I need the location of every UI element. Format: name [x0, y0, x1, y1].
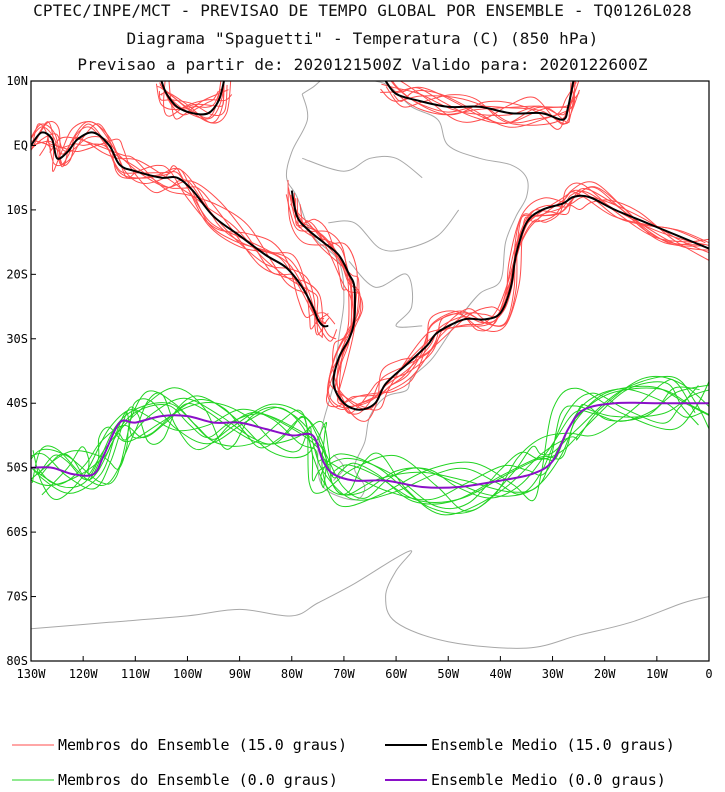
x-tick-label: 110W	[121, 667, 151, 681]
ensemble-member-line	[391, 81, 572, 124]
y-tick-label: 10N	[6, 74, 28, 88]
x-tick-label: 120W	[69, 667, 99, 681]
ensemble-member-line	[399, 81, 580, 125]
axis-ticks: 130W 120W 110W 100W 90W 80W 70W 60W 50W 40W 30W 20W…	[6, 74, 712, 681]
ensemble-member-line	[38, 387, 709, 503]
coastline-map	[31, 81, 709, 649]
ensemble-mean-line	[31, 401, 709, 489]
ensemble-member-line	[31, 385, 699, 501]
ensemble-member-line	[31, 121, 329, 330]
legend: Membros do Ensemble (15.0 graus) Ensembl…	[12, 736, 675, 789]
ensemble-member-line	[39, 135, 338, 342]
x-tick-label: 30W	[542, 667, 564, 681]
ensemble-member-line	[36, 121, 336, 325]
y-tick-label: 70S	[6, 590, 28, 604]
ensemble-member-line	[38, 136, 337, 340]
coastline-segment	[348, 261, 423, 328]
x-tick-label: 130W	[17, 667, 47, 681]
ensemble-member-line	[41, 375, 709, 516]
coastline-segment	[328, 209, 460, 252]
ensemble-member-line	[385, 81, 580, 126]
ensemble-member-line	[31, 384, 709, 499]
ensemble-mean-line	[290, 190, 709, 411]
ensemble-member-line	[40, 385, 709, 505]
ensemble-means-layer	[31, 81, 709, 489]
ensemble-member-line	[380, 82, 577, 124]
legend-label-mean-0: Ensemble Medio (0.0 graus)	[431, 771, 666, 789]
ensemble-member-line	[31, 140, 324, 339]
ensemble-member-line	[287, 179, 709, 422]
ensemble-member-line	[31, 386, 700, 499]
coastline-segment	[285, 81, 529, 501]
ensemble-member-line	[31, 123, 325, 325]
ensemble-member-line	[160, 81, 232, 124]
x-tick-label: 50W	[437, 667, 459, 681]
x-tick-label: 90W	[229, 667, 251, 681]
ensemble-mean-line	[160, 81, 225, 116]
x-tick-label: 20W	[594, 667, 616, 681]
y-tick-label: EQ	[14, 138, 28, 152]
ensemble-member-line	[36, 389, 709, 496]
y-tick-label: 60S	[6, 525, 28, 539]
ensemble-member-line	[31, 133, 325, 336]
ensemble-member-line	[290, 182, 709, 405]
ensemble-member-line	[161, 82, 222, 110]
ensemble-member-line	[160, 81, 219, 116]
chart-title-line-3: Previsao a partir de: 2020121500Z Valido…	[77, 55, 648, 74]
plot-frame	[30, 80, 710, 662]
ensemble-mean-line	[384, 81, 575, 121]
ensemble-members-layer	[31, 81, 709, 516]
y-tick-label: 80S	[6, 654, 28, 668]
ensemble-member-line	[31, 126, 327, 325]
legend-label-mean-15: Ensemble Medio (15.0 graus)	[431, 736, 675, 754]
ensemble-member-line	[31, 123, 330, 325]
ensemble-member-line	[290, 190, 709, 407]
ensemble-mean-line	[31, 131, 329, 328]
y-tick-label: 20S	[6, 267, 28, 281]
ensemble-member-line	[31, 136, 323, 338]
ensemble-member-line	[381, 83, 577, 117]
x-tick-label: 40W	[490, 667, 512, 681]
y-tick-label: 40S	[6, 396, 28, 410]
ensemble-member-line	[31, 378, 696, 512]
ensemble-member-line	[293, 189, 706, 411]
x-tick-label: 0	[705, 667, 712, 681]
x-tick-label: 70W	[333, 667, 355, 681]
ensemble-member-line	[31, 375, 709, 514]
y-tick-label: 30S	[6, 332, 28, 346]
chart-title-line-2: Diagrama "Spaguetti" - Temperatura (C) (…	[126, 29, 599, 48]
coastline-segment	[31, 550, 709, 649]
y-tick-label: 50S	[6, 461, 28, 475]
legend-label-members-0: Membros do Ensemble (0.0 graus)	[58, 771, 338, 789]
coastline-segment	[302, 155, 423, 179]
x-tick-label: 100W	[173, 667, 203, 681]
chart-title-line-1: CPTEC/INPE/MCT - PREVISAO DE TEMPO GLOBA…	[33, 1, 692, 20]
x-tick-label: 10W	[646, 667, 668, 681]
ensemble-member-line	[158, 84, 228, 116]
coastline-segment	[333, 454, 345, 481]
x-tick-label: 80W	[281, 667, 303, 681]
x-tick-label: 60W	[385, 667, 407, 681]
legend-label-members-15: Membros do Ensemble (15.0 graus)	[58, 736, 347, 754]
y-tick-label: 10S	[6, 203, 28, 217]
ensemble-member-line	[32, 380, 709, 508]
ensemble-member-line	[31, 381, 699, 510]
